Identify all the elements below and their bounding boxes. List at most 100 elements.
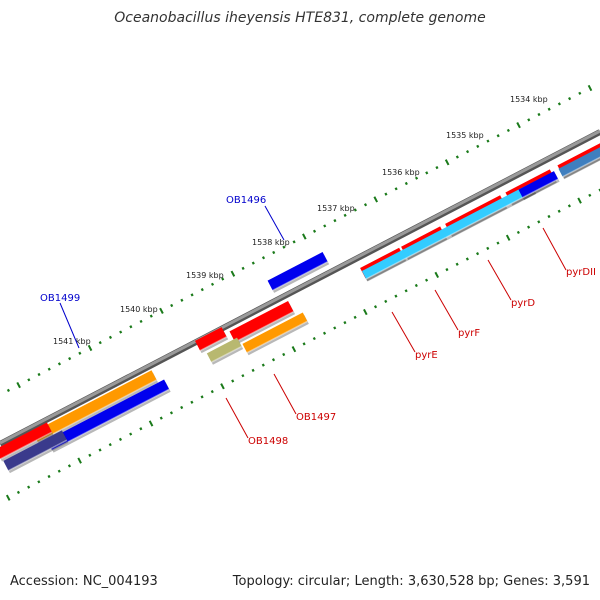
scale-label-1540: 1540 kbp xyxy=(120,305,158,314)
gene-features xyxy=(0,143,600,474)
minor-tick xyxy=(373,305,378,309)
minor-tick xyxy=(57,362,61,366)
map-title: Oceanobacillus iheyensis HTE831, complet… xyxy=(114,10,486,26)
minor-tick xyxy=(322,331,327,335)
minor-tick xyxy=(486,139,490,143)
ob1499-blue-feature xyxy=(46,379,171,453)
minor-tick xyxy=(466,150,470,154)
gene-label-ob1496: OB1496 xyxy=(226,195,266,206)
minor-tick xyxy=(98,341,102,345)
major-tick xyxy=(291,346,297,353)
minor-tick xyxy=(547,107,551,111)
minor-tick xyxy=(496,134,500,138)
leader-pyrd xyxy=(487,259,512,301)
minor-tick xyxy=(547,214,551,219)
ob1496-feature xyxy=(267,252,330,293)
minor-tick xyxy=(476,252,480,256)
major-tick xyxy=(373,196,379,203)
major-tick xyxy=(230,270,236,277)
minor-tick xyxy=(343,321,347,325)
leader-ob1499 xyxy=(59,302,80,349)
minor-tick xyxy=(210,282,215,286)
minor-tick xyxy=(424,278,429,282)
major-tick xyxy=(16,381,21,389)
minor-tick xyxy=(241,374,245,378)
minor-tick xyxy=(537,220,541,224)
minor-tick xyxy=(57,469,61,473)
gene-labels: OB1496 OB1499 pyrDII pyrD pyrF pyrE OB14… xyxy=(40,195,596,447)
scale-label-1535: 1535 kbp xyxy=(446,131,484,140)
minor-tick xyxy=(129,432,133,436)
leader-pyrf xyxy=(434,289,459,331)
minor-tick xyxy=(312,229,317,233)
minor-tick xyxy=(200,287,204,292)
minor-tick xyxy=(78,351,82,355)
minor-tick xyxy=(119,330,123,334)
minor-tick xyxy=(557,102,561,106)
minor-tick xyxy=(343,213,347,217)
accession-text: Accession: NC_004193 xyxy=(10,574,158,589)
major-tick xyxy=(220,383,225,390)
minor-tick xyxy=(282,245,286,249)
minor-tick xyxy=(47,367,51,371)
major-tick xyxy=(148,420,154,427)
minor-tick xyxy=(16,490,20,495)
left-navy-feature xyxy=(3,430,69,474)
major-tick xyxy=(444,159,450,166)
minor-tick xyxy=(465,257,469,261)
gene-leaders xyxy=(59,205,567,439)
minor-tick xyxy=(37,480,41,484)
minor-tick xyxy=(129,325,133,329)
minor-tick xyxy=(221,277,225,281)
minor-tick xyxy=(567,204,571,208)
blue-small-feature xyxy=(518,171,560,201)
minor-tick xyxy=(272,250,276,255)
steel-feature xyxy=(558,147,600,180)
minor-tick xyxy=(557,209,561,213)
major-tick xyxy=(302,233,307,240)
leader-ob1496 xyxy=(264,205,285,241)
genome-stats: Topology: circular; Length: 3,630,528 bp… xyxy=(232,574,590,589)
minor-tick xyxy=(404,181,408,186)
minor-tick xyxy=(68,356,72,361)
minor-tick xyxy=(170,303,174,308)
ob1499-orange-feature xyxy=(32,370,159,445)
ob1497-orange-feature xyxy=(242,312,309,356)
minor-tick xyxy=(414,283,418,288)
minor-tick xyxy=(47,474,51,479)
minor-tick xyxy=(190,293,194,297)
minor-tick xyxy=(118,437,123,441)
minor-tick xyxy=(98,448,102,452)
minor-tick xyxy=(88,453,92,457)
minor-tick xyxy=(384,192,388,196)
minor-tick xyxy=(302,342,306,346)
minor-tick xyxy=(241,266,245,271)
major-tick xyxy=(577,197,582,204)
minor-tick xyxy=(169,411,174,415)
ob1498-khaki-feature xyxy=(206,337,244,365)
minor-tick xyxy=(231,379,235,383)
scale-label-1539: 1539 kbp xyxy=(186,271,224,280)
major-tick xyxy=(77,457,82,464)
minor-tick xyxy=(578,91,582,95)
minor-tick xyxy=(261,256,266,260)
gene-label-ob1498: OB1498 xyxy=(248,436,288,447)
minor-tick xyxy=(588,193,592,197)
scale-label-1538: 1538 kbp xyxy=(252,238,290,247)
gene-label-pyrf: pyrF xyxy=(458,328,480,339)
minor-tick xyxy=(404,289,408,293)
minor-tick xyxy=(27,378,31,382)
major-tick xyxy=(434,271,440,279)
minor-tick xyxy=(180,405,184,410)
backbone xyxy=(0,129,600,447)
leader-ob1498 xyxy=(225,397,249,439)
minor-tick xyxy=(435,165,439,170)
gene-label-ob1497: OB1497 xyxy=(296,412,336,423)
genes-label: Genes: xyxy=(503,574,549,589)
major-tick xyxy=(87,344,93,352)
minor-tick xyxy=(251,261,255,265)
minor-tick xyxy=(394,187,398,191)
cyan-feature xyxy=(361,183,537,282)
minor-tick xyxy=(139,427,143,431)
minor-tick xyxy=(527,118,531,122)
